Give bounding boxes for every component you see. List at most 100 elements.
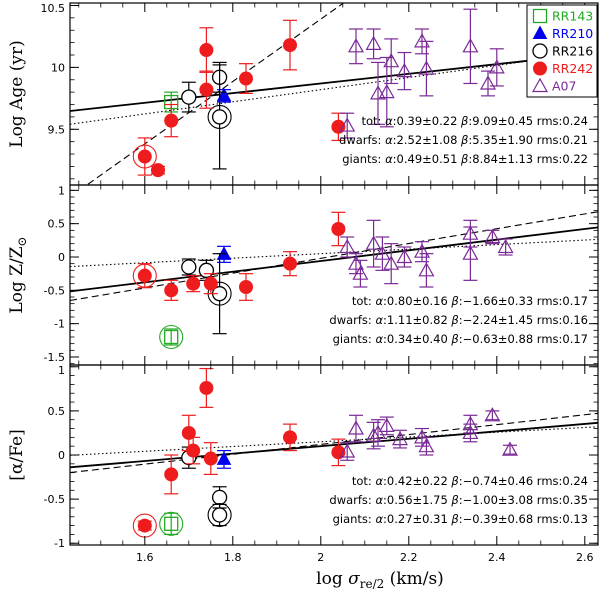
data-point (501, 441, 519, 456)
legend-label: RR143 (552, 9, 593, 24)
fit-annotation: giants: α:0.34±0.40 β:−0.63±0.88 rms:0.1… (333, 332, 588, 346)
fit-rms-value: 0.22 (562, 152, 588, 166)
sigma-symbol: σ (348, 569, 360, 589)
marker-filled-circle (239, 280, 253, 294)
y-tick-label: -0.5 (44, 284, 65, 297)
fit-alpha-value: 0.42±0.22 (387, 474, 448, 488)
fit-alpha-value: 0.56±1.75 (387, 493, 448, 507)
marker-open-circle (181, 259, 197, 275)
marker-filled-circle (331, 119, 346, 134)
alpha-symbol: α (372, 512, 384, 526)
marker-open-triangle (531, 77, 549, 93)
data-point (199, 367, 214, 408)
marker-open-triangle (462, 38, 479, 53)
fit-label: giants: (342, 152, 381, 166)
marker-open-triangle (383, 52, 400, 68)
x-axis-title: log σre/2 (km/s) (316, 569, 444, 590)
fit-annotation: giants: α:0.49±0.51 β:8.84±1.13 rms:0.22 (342, 152, 588, 166)
data-point (216, 449, 232, 469)
fit-line-dashed (70, 211, 598, 302)
fit-beta-value: −1.66±0.33 (463, 294, 533, 308)
alpha-symbol: α (372, 294, 384, 308)
y-tick-label: 10 (51, 61, 65, 74)
fit-rms-value: 0.24 (562, 114, 588, 128)
alpha-symbol: α (381, 133, 393, 147)
fit-annotation: dwarfs: α:2.52±1.08 β:5.35±1.90 rms:0.21 (339, 133, 588, 147)
highlight-ring (207, 104, 232, 129)
data-point (391, 429, 409, 449)
marker-filled-circle (283, 430, 297, 445)
marker-open-triangle (339, 238, 356, 254)
fit-line-solid (70, 226, 598, 293)
fit-rms-value: 0.16 (562, 313, 588, 327)
marker-open-triangle (339, 443, 356, 458)
fit-line-dashed (70, 412, 598, 474)
fit-colon: : (393, 114, 397, 128)
data-point (181, 258, 197, 276)
fit-colon: : (393, 133, 397, 147)
marker-open-triangle (374, 245, 391, 260)
fit-colon: : (383, 294, 387, 308)
alpha-symbol: α (372, 474, 384, 488)
legend-item-rr242: RR242 (533, 61, 593, 76)
x-tick-label: 1.6 (136, 551, 154, 564)
marker-open-triangle (488, 59, 505, 74)
fit-colon: : (459, 512, 463, 526)
fit-colon: : (459, 313, 463, 327)
y-tick-label: 0.5 (48, 218, 66, 231)
series-a07 (339, 8, 505, 139)
data-point (352, 259, 369, 288)
fit-beta-value: −0.74±0.46 (463, 474, 533, 488)
highlight-ring (132, 144, 157, 169)
data-point (283, 423, 297, 452)
legend-item-rr216: RR216 (532, 43, 593, 59)
x-axis-title-subscript: re/2 (360, 577, 385, 590)
legend-label: RR216 (552, 44, 593, 59)
marker-open-triangle (391, 430, 409, 446)
data-point (132, 263, 157, 289)
marker-open-triangle (462, 424, 479, 440)
fit-annotation: tot: α:0.39±0.22 β:9.09±0.45 rms:0.24 (361, 114, 588, 128)
data-point (283, 19, 297, 71)
marker-filled-circle (331, 222, 346, 236)
x-tick-label: 2.2 (400, 551, 418, 564)
marker-open-triangle (462, 245, 479, 260)
fit-alpha-value: 0.49±0.51 (397, 152, 458, 166)
marker-open-triangle (369, 424, 387, 440)
marker-open-triangle (497, 238, 514, 254)
data-point (164, 103, 179, 138)
fit-alpha-value: 0.34±0.40 (387, 332, 448, 346)
fit-annotation: giants: α:0.27±0.31 β:−0.39±0.68 rms:0.1… (333, 512, 588, 526)
fit-rms-label: rms: (533, 133, 562, 147)
data-point (203, 442, 218, 476)
marker-open-triangle (413, 33, 431, 48)
fit-line-dashed (85, 3, 345, 185)
fit-colon: : (459, 493, 463, 507)
fit-colon: : (393, 152, 397, 166)
marker-open-triangle (365, 35, 382, 50)
data-point (365, 219, 382, 268)
data-point (164, 454, 179, 495)
highlight-ring (207, 502, 232, 528)
panel-plot-area (70, 367, 598, 538)
beta-symbol: β (448, 332, 459, 346)
fit-rms-value: 0.13 (562, 512, 588, 526)
data-point (462, 8, 479, 85)
marker-open-triangle (396, 62, 413, 78)
legend-item-rr143: RR143 (532, 9, 593, 24)
marker-open-circle (532, 43, 548, 59)
y-tick-label: -1 (54, 537, 65, 550)
marker-open-circle (211, 507, 228, 523)
fit-label: tot: (361, 114, 381, 128)
alpha-symbol: α (372, 313, 384, 327)
fit-rms-value: 0.24 (562, 474, 588, 488)
marker-filled-circle (239, 71, 253, 86)
fit-beta-value: −0.39±0.68 (463, 512, 533, 526)
fit-line-solid (70, 421, 598, 469)
data-point (365, 28, 382, 60)
x-tick-label: 2.4 (488, 551, 506, 564)
y-tick-label: -1.5 (44, 351, 65, 364)
data-point (181, 81, 197, 113)
